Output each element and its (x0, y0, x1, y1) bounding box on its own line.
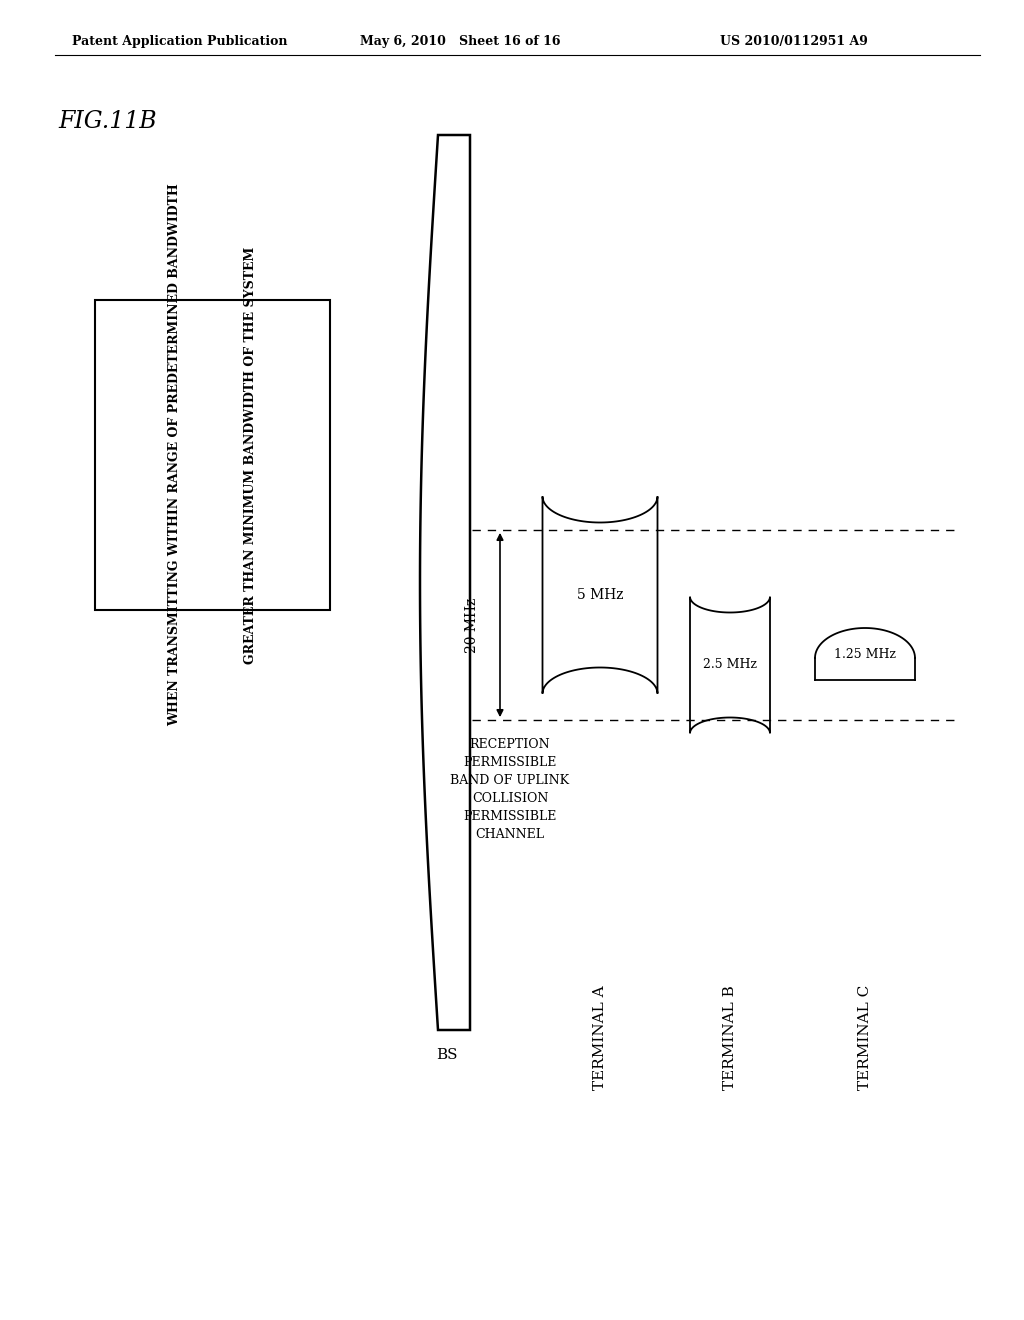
Text: TERMINAL A: TERMINAL A (593, 985, 607, 1090)
Text: FIG.11B: FIG.11B (58, 110, 157, 133)
Text: May 6, 2010   Sheet 16 of 16: May 6, 2010 Sheet 16 of 16 (360, 36, 560, 48)
Bar (95, 300, 330, 610)
Text: Patent Application Publication: Patent Application Publication (72, 36, 288, 48)
Text: 1.25 MHz: 1.25 MHz (834, 648, 896, 661)
Text: US 2010/0112951 A9: US 2010/0112951 A9 (720, 36, 868, 48)
Text: TERMINAL C: TERMINAL C (858, 985, 872, 1090)
Text: 2.5 MHz: 2.5 MHz (703, 659, 757, 672)
Polygon shape (420, 135, 470, 1030)
Text: GREATER THAN MINIMUM BANDWIDTH OF THE SYSTEM: GREATER THAN MINIMUM BANDWIDTH OF THE SY… (244, 247, 257, 664)
Polygon shape (690, 597, 770, 733)
Text: TERMINAL B: TERMINAL B (723, 985, 737, 1090)
Text: BS: BS (436, 1048, 458, 1063)
Text: 20 MHz: 20 MHz (465, 598, 479, 652)
Text: WHEN TRANSMITTING WITHIN RANGE OF PREDETERMINED BANDWIDTH: WHEN TRANSMITTING WITHIN RANGE OF PREDET… (168, 183, 181, 726)
Text: RECEPTION
PERMISSIBLE
BAND OF UPLINK
COLLISION
PERMISSIBLE
CHANNEL: RECEPTION PERMISSIBLE BAND OF UPLINK COL… (451, 738, 569, 841)
Text: 5 MHz: 5 MHz (577, 587, 624, 602)
Polygon shape (543, 496, 657, 693)
